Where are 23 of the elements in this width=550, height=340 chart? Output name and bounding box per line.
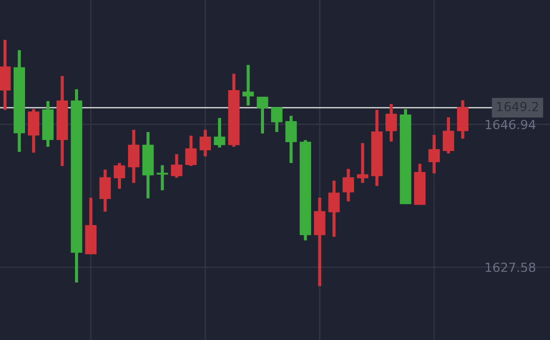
candlestick [428, 134, 440, 174]
candlestick [342, 168, 354, 202]
candlestick [314, 198, 326, 286]
candlestick [386, 104, 397, 142]
candlestick [214, 118, 226, 148]
candlestick [356, 143, 368, 183]
candlestick [271, 107, 282, 132]
candlestick [200, 130, 211, 156]
candlestick [185, 136, 197, 166]
candlestick [256, 96, 268, 134]
candlestick [170, 154, 182, 178]
candlestick [114, 162, 126, 189]
candlestick [99, 170, 111, 212]
y-tick-label: 1646.94 [486, 120, 536, 130]
candlestick [242, 64, 254, 106]
candlestick [285, 116, 297, 163]
candlestick [457, 100, 468, 139]
y-tick-label: 1627.58 [486, 262, 536, 272]
candlestick [328, 180, 340, 237]
candlestick [442, 117, 454, 154]
candlestick [28, 109, 40, 153]
candlestick [0, 40, 11, 110]
candlestick [128, 130, 140, 183]
